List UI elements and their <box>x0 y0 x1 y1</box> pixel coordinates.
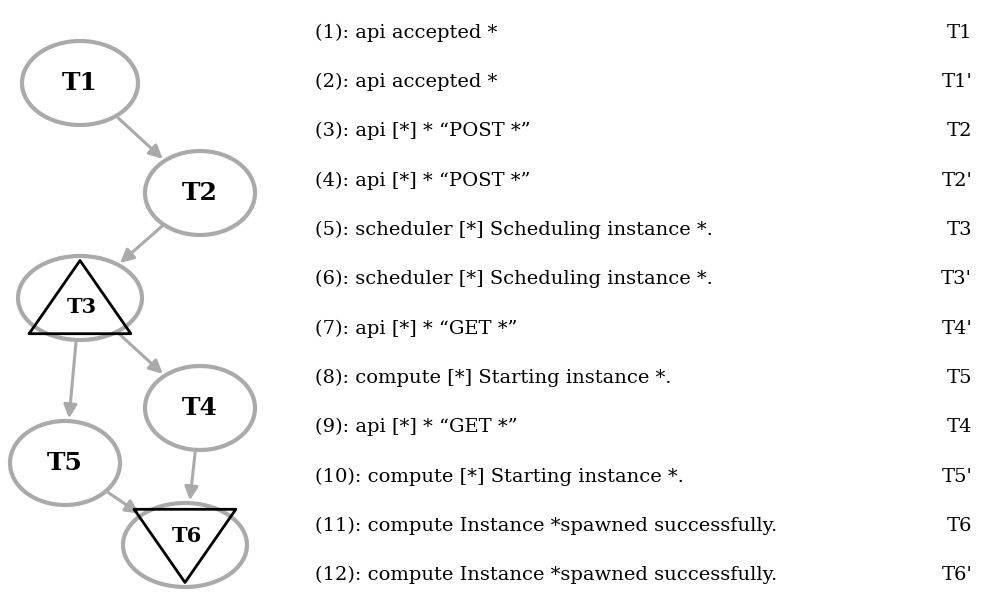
Text: (7): api [*] * “GET *”: (7): api [*] * “GET *” <box>315 320 518 337</box>
Text: T1: T1 <box>62 71 98 95</box>
Text: T5: T5 <box>47 451 83 475</box>
Ellipse shape <box>10 421 120 505</box>
Text: T3': T3' <box>941 270 972 288</box>
Text: (10): compute [*] Starting instance *.: (10): compute [*] Starting instance *. <box>315 467 684 486</box>
Text: T1: T1 <box>946 24 972 42</box>
Text: T4: T4 <box>182 396 218 420</box>
Text: (11): compute Instance *spawned successfully.: (11): compute Instance *spawned successf… <box>315 517 777 535</box>
Text: T6: T6 <box>172 526 202 546</box>
Ellipse shape <box>18 256 142 340</box>
Text: (12): compute Instance *spawned successfully.: (12): compute Instance *spawned successf… <box>315 566 777 584</box>
Text: T4': T4' <box>941 320 972 337</box>
Text: T3: T3 <box>67 297 97 317</box>
Ellipse shape <box>145 151 255 235</box>
Text: (3): api [*] * “POST *”: (3): api [*] * “POST *” <box>315 122 531 141</box>
Text: (2): api accepted *: (2): api accepted * <box>315 73 497 91</box>
Ellipse shape <box>22 41 138 125</box>
Text: T1': T1' <box>941 73 972 91</box>
Text: T2': T2' <box>941 171 972 190</box>
Ellipse shape <box>123 503 247 587</box>
Ellipse shape <box>145 366 255 450</box>
Text: (8): compute [*] Starting instance *.: (8): compute [*] Starting instance *. <box>315 369 672 387</box>
Text: (4): api [*] * “POST *”: (4): api [*] * “POST *” <box>315 171 530 190</box>
Text: (9): api [*] * “GET *”: (9): api [*] * “GET *” <box>315 418 518 436</box>
Text: T4: T4 <box>946 418 972 436</box>
Text: (6): scheduler [*] Scheduling instance *.: (6): scheduler [*] Scheduling instance *… <box>315 270 713 288</box>
Text: T2: T2 <box>182 181 218 205</box>
Text: T2: T2 <box>946 122 972 141</box>
Text: T6': T6' <box>941 566 972 584</box>
Text: (5): scheduler [*] Scheduling instance *.: (5): scheduler [*] Scheduling instance *… <box>315 221 713 239</box>
Text: T5': T5' <box>941 467 972 486</box>
Text: (1): api accepted *: (1): api accepted * <box>315 24 497 42</box>
Text: T3: T3 <box>946 221 972 239</box>
Text: T5: T5 <box>946 369 972 387</box>
Text: T6: T6 <box>946 517 972 535</box>
